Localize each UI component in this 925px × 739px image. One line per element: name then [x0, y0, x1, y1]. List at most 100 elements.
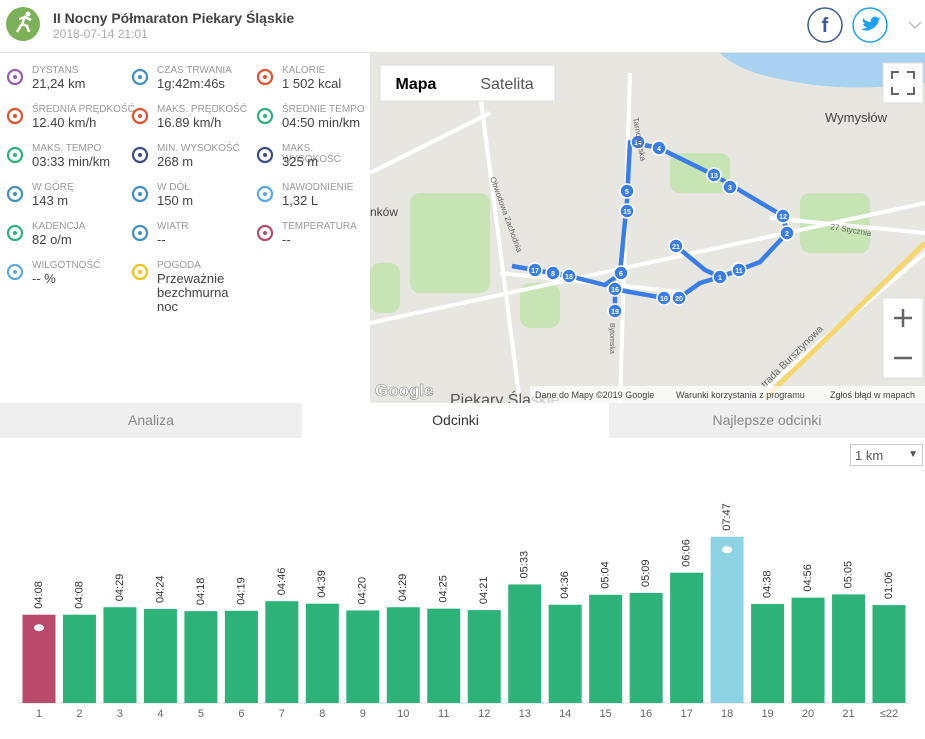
stat-icon — [131, 68, 149, 86]
route-marker — [656, 290, 672, 306]
route-marker-label: 4 — [657, 146, 661, 153]
bar-time-label: 04:21 — [478, 577, 490, 605]
bar — [62, 614, 96, 703]
x-tick-label: 11 — [438, 708, 449, 720]
bar-time-label: 01:06 — [883, 572, 895, 600]
stat-icon — [131, 146, 149, 164]
route-marker-label: 21 — [672, 244, 680, 251]
route-marker — [607, 303, 623, 319]
bar-time-label: 04:25 — [438, 575, 450, 603]
header: II Nocny Półmaraton Piekary Śląskie 2018… — [0, 0, 925, 53]
route-marker-label: 18 — [565, 274, 573, 281]
road — [769, 216, 925, 235]
bar — [508, 584, 542, 703]
bar — [832, 594, 866, 703]
route-marker — [613, 265, 629, 281]
stat-label: ŚREDNIE TEMPO — [282, 104, 365, 115]
bar-time-label: 05:33 — [519, 551, 531, 579]
route-marker — [630, 134, 646, 150]
stat-label: W GÓRĘ — [32, 182, 74, 193]
stat-icon — [6, 224, 24, 242]
stat-value: 150 m — [157, 193, 194, 208]
x-tick-label: 3 — [117, 708, 123, 720]
map-type-control — [379, 64, 556, 102]
route-marker — [545, 265, 561, 281]
road — [370, 111, 491, 175]
x-tick-label: 5 — [198, 708, 204, 720]
x-tick-label: 13 — [519, 708, 531, 720]
stat-value: 04:50 min/km — [282, 115, 361, 130]
bar-time-label: 04:38 — [761, 571, 773, 599]
bar-time-label: 04:29 — [397, 574, 409, 602]
bar — [629, 592, 663, 703]
bar — [710, 536, 744, 703]
bar — [184, 611, 218, 703]
x-tick-label: 6 — [238, 708, 244, 720]
route-marker-label: 5 — [625, 189, 629, 196]
route-marker-label: 13 — [710, 173, 718, 180]
bar-time-label: 05:05 — [842, 561, 854, 589]
map-type-button[interactable]: Satelita — [480, 76, 533, 93]
x-tick-label: 12 — [478, 708, 490, 720]
stat-icon — [256, 185, 274, 203]
expand-chevron[interactable] — [908, 21, 922, 30]
attribution: Warunki korzystania z programu — [676, 390, 805, 400]
stat-label: DYSTANS — [32, 65, 79, 76]
bar — [589, 594, 623, 703]
stat-icon — [256, 224, 274, 242]
social-buttons: f — [807, 7, 922, 43]
stat-label: CZAS TRWANIA — [157, 65, 232, 76]
bar — [791, 597, 825, 703]
twitter-button[interactable] — [852, 7, 888, 43]
date: 2018-07-14 21:01 — [53, 27, 148, 41]
stat-icon — [131, 224, 149, 242]
route-marker-label: 2 — [785, 231, 789, 238]
stat-icon — [256, 68, 274, 86]
bar-icon — [34, 624, 44, 632]
stat-icon — [256, 107, 274, 125]
stat-icon — [131, 263, 149, 281]
bar — [265, 601, 299, 703]
bar-time-label: 04:24 — [154, 575, 166, 603]
split-dropdown[interactable]: 1 km ▼ — [850, 444, 923, 466]
stat-label: ŚREDNIA PRĘDKOŚĆ — [32, 104, 135, 115]
x-tick-label: 9 — [360, 708, 366, 720]
stat-value: 82 o/m — [32, 232, 72, 247]
stat-icon — [6, 68, 24, 86]
map-type-button[interactable]: Mapa — [396, 76, 437, 93]
stat-value: 143 m — [32, 193, 69, 208]
stat-value: 325 m — [282, 154, 319, 169]
tab[interactable]: Najlepsze odcinki — [609, 403, 925, 438]
road — [478, 92, 522, 403]
x-tick-label: 15 — [600, 708, 612, 720]
bar-icon — [722, 546, 733, 554]
stat-icon — [6, 263, 24, 281]
stat-label: KADENCJA — [32, 221, 86, 232]
x-tick-label: 2 — [76, 708, 82, 720]
tab[interactable]: Odcinki — [302, 403, 609, 438]
route-marker-label: 16 — [611, 287, 619, 294]
park — [370, 263, 400, 313]
stat-icon — [6, 107, 24, 125]
route-marker — [731, 262, 747, 278]
stat-value: 1g:42m:46s — [157, 76, 225, 91]
route-marker — [651, 140, 667, 156]
bar-time-label: 04:08 — [33, 581, 45, 609]
bar — [346, 610, 380, 703]
bar-time-label: 04:29 — [114, 574, 126, 602]
route-marker — [561, 268, 577, 284]
stat-value: 12.40 km/h — [32, 115, 97, 130]
stat-icon — [6, 185, 24, 203]
tab[interactable]: Analiza — [0, 403, 302, 438]
highway — [763, 241, 925, 400]
fullscreen-button[interactable] — [882, 62, 924, 104]
facebook-button[interactable]: f — [807, 7, 843, 43]
stat-value: 03:33 min/km — [32, 154, 111, 169]
attribution-bar — [530, 386, 925, 403]
x-tick-label: ≤22 — [880, 708, 898, 720]
route-marker — [671, 290, 687, 306]
bar-time-label: 06:06 — [681, 539, 693, 567]
x-tick-label: 19 — [761, 708, 773, 720]
stat-value: 1,32 L — [282, 193, 319, 208]
stat-icon — [131, 185, 149, 203]
